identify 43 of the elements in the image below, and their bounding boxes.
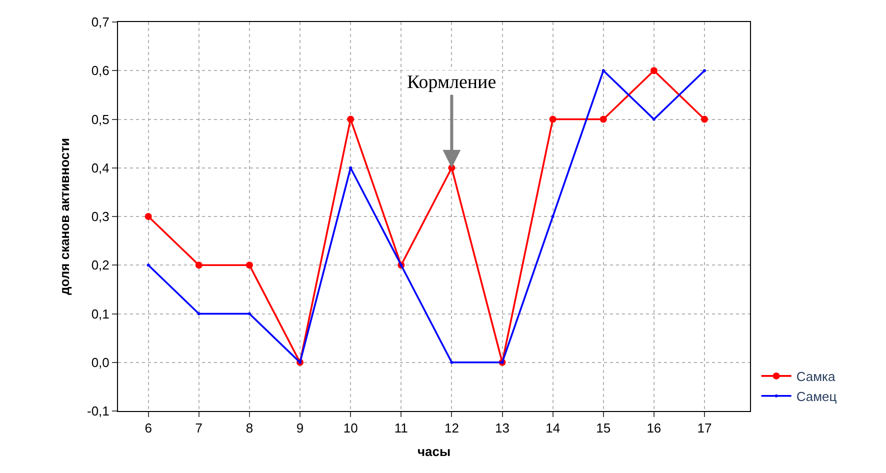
y-tick-label: 0,7 (91, 14, 110, 30)
x-tick-label: 8 (246, 420, 254, 436)
annotation: Кормление (407, 72, 496, 93)
x-tick-label: 15 (596, 420, 611, 436)
point (197, 312, 200, 316)
point (652, 118, 656, 121)
point (146, 264, 150, 267)
legend-label: Самка (796, 369, 836, 384)
legend-label: Самец (796, 388, 838, 404)
point (549, 116, 556, 123)
x-tick-label: 13 (495, 420, 510, 436)
point (701, 116, 708, 123)
x-tick-label: 6 (144, 420, 152, 436)
y-tick-label: -0,1 (86, 404, 110, 419)
x-tick-label: 14 (546, 420, 560, 436)
point (248, 312, 251, 316)
point (703, 69, 706, 72)
point (195, 262, 202, 269)
y-tick-label: 0,5 (91, 112, 110, 127)
point (650, 67, 658, 74)
y-tick-label: 0,6 (91, 63, 110, 78)
x-axis-title: часы (417, 444, 451, 460)
point (602, 69, 605, 72)
point (246, 262, 253, 269)
y-tick-label: 0,0 (91, 354, 110, 370)
y-tick-label: 0,1 (91, 306, 110, 322)
point (450, 360, 454, 364)
x-tick-label: 16 (646, 420, 662, 436)
point (347, 116, 354, 123)
y-axis-title: доля сканов активности (56, 138, 72, 295)
point (144, 213, 152, 220)
y-tick-label: 0,2 (91, 258, 110, 273)
point (600, 116, 607, 123)
x-tick-label: 17 (697, 420, 712, 436)
point (349, 166, 352, 170)
x-tick-label: 7 (195, 420, 203, 436)
y-tick-label: 0,3 (91, 209, 110, 224)
x-tick-label: 11 (394, 420, 408, 436)
x-tick-label: 9 (296, 420, 304, 436)
x-tick-label: 12 (444, 420, 459, 436)
x-tick-label: 10 (343, 420, 358, 436)
point (551, 215, 554, 218)
y-tick-label: 0,4 (91, 160, 110, 176)
